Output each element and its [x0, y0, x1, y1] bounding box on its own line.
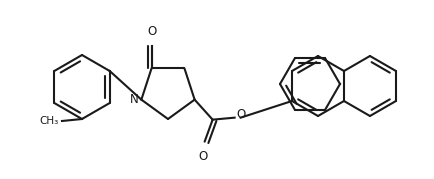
Text: CH₃: CH₃	[39, 116, 59, 126]
Text: O: O	[236, 108, 245, 121]
Text: O: O	[197, 150, 207, 163]
Text: N: N	[129, 93, 138, 106]
Text: O: O	[147, 25, 156, 38]
